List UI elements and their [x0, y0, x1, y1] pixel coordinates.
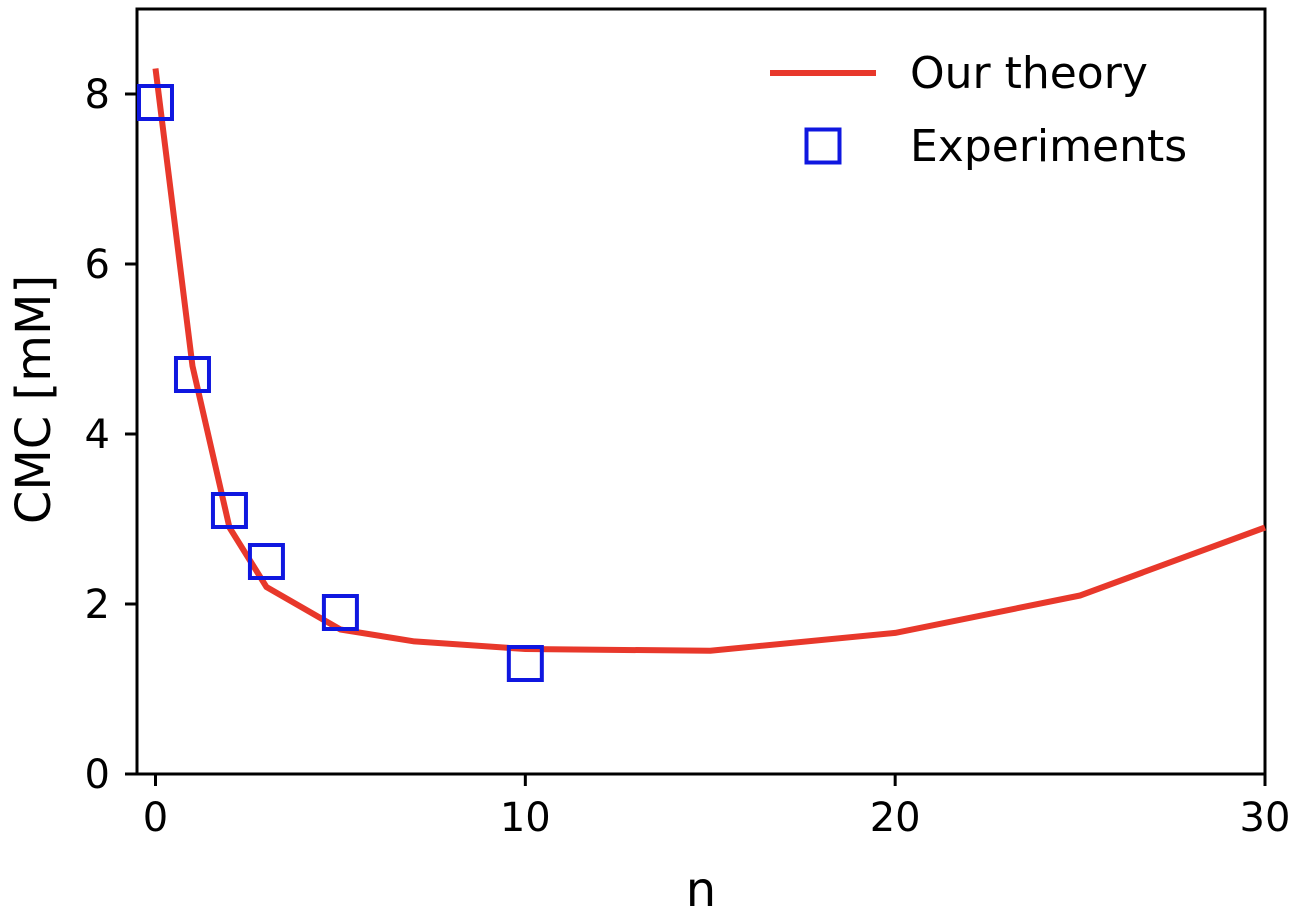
plot-area — [135, 7, 1267, 776]
experiment-point — [210, 492, 248, 529]
x-tick-label: 30 — [1240, 795, 1291, 841]
series-line-theory — [152, 68, 1267, 654]
y-axis-label: CMC [mM] — [6, 275, 62, 524]
y-ticks — [125, 92, 137, 776]
x-tick-label: 20 — [870, 795, 921, 841]
legend: Our theory Experiments — [770, 48, 1187, 172]
experiment-point — [173, 356, 211, 393]
y-tick-label: 2 — [85, 582, 110, 628]
series-markers — [136, 84, 544, 682]
legend-square-swatch — [804, 127, 842, 165]
legend-label-experiments: Experiments — [910, 121, 1187, 172]
y-tick-labels: 0 2 4 6 8 — [85, 72, 110, 798]
legend-label-theory: Our theory — [910, 48, 1148, 99]
plot-frame — [135, 7, 1267, 776]
x-axis-label: n — [686, 862, 716, 914]
y-tick-label: 0 — [85, 752, 110, 798]
x-tick-label: 0 — [143, 795, 168, 841]
y-tick-label: 8 — [85, 72, 110, 118]
experiment-point — [136, 84, 174, 121]
y-axis: 0 2 4 6 8 CMC [mM] — [6, 72, 137, 798]
y-tick-label: 6 — [85, 242, 110, 288]
x-tick-label: 10 — [500, 795, 551, 841]
experiment-point — [247, 543, 285, 580]
series-lines — [152, 68, 1267, 654]
x-tick-labels: 0 10 20 30 — [143, 795, 1291, 841]
x-ticks — [153, 774, 1267, 786]
x-axis: 0 10 20 30 n — [143, 774, 1291, 914]
experiment-point — [321, 594, 359, 631]
experiment-point — [506, 645, 544, 682]
y-tick-label: 4 — [85, 412, 110, 458]
